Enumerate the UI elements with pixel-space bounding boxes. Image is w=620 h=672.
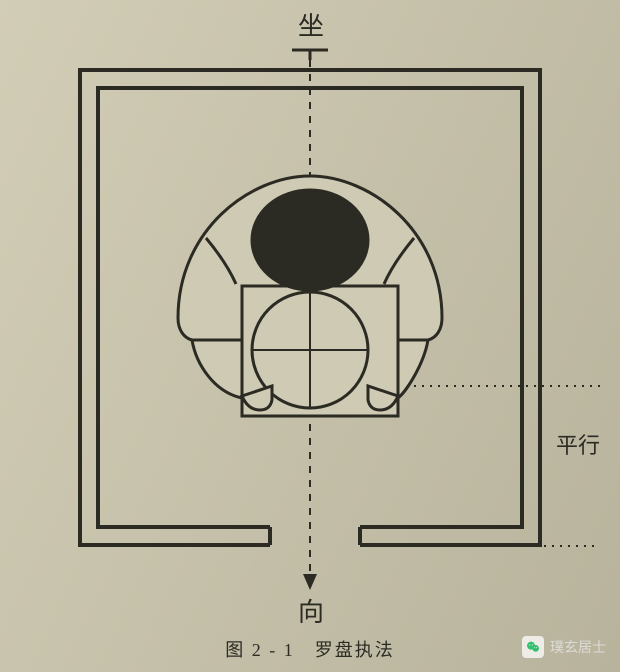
person-head (252, 190, 368, 290)
watermark: 璞玄居士 (522, 636, 606, 658)
label-right-text: 平行 (556, 433, 600, 458)
person-figure (178, 176, 442, 416)
label-right: 平行 (556, 428, 600, 460)
wechat-icon (522, 636, 544, 658)
page: { "canvas": { "width": 620, "height": 67… (0, 0, 620, 672)
label-bottom: 向 (298, 592, 324, 629)
diagram-svg (0, 0, 620, 672)
watermark-text: 璞玄居士 (550, 637, 606, 657)
label-top: 坐 (298, 6, 324, 43)
